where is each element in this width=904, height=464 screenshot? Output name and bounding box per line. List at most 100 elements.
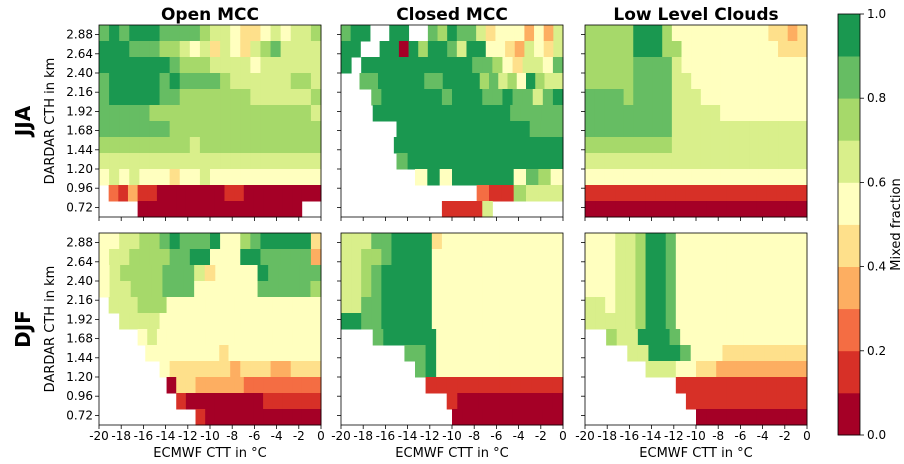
- heatmap-cell: [393, 105, 405, 122]
- heatmap-cell: [501, 169, 515, 186]
- heatmap-cell: [391, 265, 403, 282]
- heatmap-cell: [756, 281, 768, 298]
- x-tick-label: -14: [156, 429, 176, 443]
- heatmap-cell: [411, 89, 423, 106]
- heatmap-cell: [706, 297, 717, 314]
- heatmap-cell: [675, 361, 687, 378]
- column-title: Low Level Clouds: [613, 5, 778, 25]
- heatmap-cell: [613, 169, 625, 186]
- heatmap-cell: [341, 41, 352, 58]
- heatmap-cell: [378, 73, 388, 90]
- colorbar-label: Mixed fraction: [889, 178, 904, 270]
- heatmap-cell: [119, 73, 130, 90]
- heatmap-cell: [240, 137, 251, 154]
- heatmap-cell: [756, 377, 768, 394]
- heatmap-cell: [495, 41, 506, 58]
- heatmap-cell: [109, 281, 121, 298]
- heatmap-cell: [129, 137, 140, 154]
- x-tick-label: -18: [353, 429, 373, 443]
- heatmap-cell: [272, 329, 283, 346]
- heatmap-cell: [733, 345, 745, 362]
- heatmap-cell: [372, 105, 384, 122]
- heatmap-cell: [424, 73, 434, 90]
- x-tick-label: -12: [178, 429, 198, 443]
- heatmap-cell: [711, 329, 723, 346]
- heatmap-cell: [736, 233, 747, 250]
- heatmap-cell: [139, 233, 150, 250]
- heatmap-cell: [512, 233, 524, 250]
- heatmap-cell: [225, 281, 237, 298]
- heatmap-cell: [169, 73, 181, 90]
- heatmap-cell: [552, 393, 564, 410]
- heatmap-cell: [99, 249, 110, 266]
- heatmap-cell: [665, 297, 677, 314]
- heatmap-cell: [633, 57, 644, 74]
- heatmap-cell: [499, 137, 511, 154]
- heatmap-cell: [407, 121, 420, 138]
- heatmap-cell: [137, 297, 148, 314]
- heatmap-cell: [179, 25, 191, 42]
- heatmap-cell: [645, 297, 657, 314]
- heatmap-cell: [736, 297, 747, 314]
- heatmap-cell: [552, 361, 564, 378]
- heatmap-cell: [633, 105, 644, 122]
- heatmap-cell: [756, 185, 768, 202]
- heatmap-cell: [758, 137, 769, 154]
- heatmap-cell: [585, 105, 596, 122]
- heatmap-cell: [230, 105, 241, 122]
- heatmap-cell: [230, 153, 241, 170]
- heatmap-cell: [706, 377, 717, 394]
- heatmap-cell: [736, 265, 747, 282]
- heatmap-cell: [240, 105, 251, 122]
- heatmap-cell: [149, 89, 161, 106]
- heatmap-cell: [776, 185, 788, 202]
- colorbar-tick-label: 0.2: [867, 344, 886, 358]
- heatmap-cell: [429, 121, 442, 138]
- heatmap-cell: [700, 153, 711, 170]
- heatmap-cell: [710, 57, 721, 74]
- heatmap-cell: [675, 185, 687, 202]
- heatmap-cell: [604, 137, 615, 154]
- heatmap-cell: [156, 297, 168, 314]
- heatmap-cell: [139, 57, 150, 74]
- heatmap-cell: [109, 89, 120, 106]
- colorbar-segment: [838, 224, 860, 267]
- heatmap-cell: [766, 393, 778, 410]
- heatmap-cell: [685, 233, 697, 250]
- heatmap-cell: [711, 345, 723, 362]
- heatmap-cell: [195, 393, 206, 410]
- heatmap-cell: [270, 57, 282, 74]
- heatmap-cell: [615, 313, 626, 330]
- heatmap-cell: [675, 265, 687, 282]
- heatmap-cell: [681, 89, 692, 106]
- heatmap-cell: [720, 153, 731, 170]
- heatmap-cell: [431, 89, 443, 106]
- heatmap-cell: [485, 121, 497, 138]
- heatmap-cell: [265, 345, 276, 362]
- heatmap-panel: -20 -18 -16 -14 -12 -10 -8 -6 -4 -2 0: [331, 232, 567, 443]
- heatmap-cell: [139, 121, 150, 138]
- heatmap-cell: [361, 297, 372, 314]
- heatmap-cell: [485, 41, 496, 58]
- heatmap-cell: [149, 313, 161, 330]
- x-tick-label: -18: [111, 429, 131, 443]
- heatmap-cell: [240, 361, 251, 378]
- heatmap-cell: [120, 265, 132, 282]
- heatmap-cell: [696, 233, 707, 250]
- heatmap-cell: [691, 153, 702, 170]
- heatmap-cell: [739, 41, 750, 58]
- heatmap-cell: [446, 393, 458, 410]
- heatmap-cell: [606, 329, 618, 346]
- heatmap-cell: [472, 233, 483, 250]
- heatmap-cell: [739, 25, 750, 42]
- heatmap-cell: [652, 73, 663, 90]
- heatmap-cell: [720, 25, 731, 42]
- heatmap-cell: [130, 281, 142, 298]
- heatmap-cell: [415, 73, 425, 90]
- heatmap-cell: [665, 185, 677, 202]
- heatmap-cell: [205, 185, 216, 202]
- heatmap-cell: [292, 409, 303, 426]
- heatmap-cell: [482, 201, 493, 218]
- heatmap-cell: [739, 73, 750, 90]
- heatmap-cell: [109, 137, 120, 154]
